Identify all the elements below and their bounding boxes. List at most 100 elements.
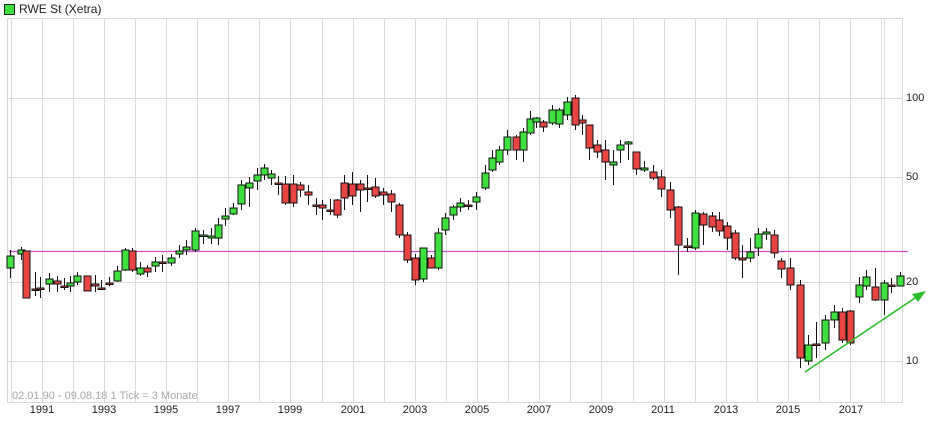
candle-body — [214, 224, 223, 239]
x-tick-label: 1995 — [153, 404, 179, 416]
candle-body — [113, 270, 122, 282]
candle-body — [207, 235, 216, 239]
candle-body — [715, 219, 724, 232]
candle-body — [363, 187, 372, 190]
candle-body — [532, 117, 541, 123]
candle-body — [73, 275, 82, 283]
candle-body — [143, 267, 152, 273]
candle-body — [83, 275, 92, 292]
candle-body — [274, 182, 283, 185]
candle-body — [708, 215, 717, 228]
candle-body — [387, 193, 396, 203]
candle-body — [738, 257, 747, 261]
candle-body — [821, 319, 830, 344]
candle-body — [649, 171, 658, 179]
candle-body — [571, 97, 580, 126]
candle-body — [624, 141, 633, 145]
trend-arrow-icon — [912, 291, 926, 302]
candle-body — [53, 280, 62, 285]
candle-body — [786, 267, 795, 286]
candle-body — [427, 257, 436, 269]
candle-body — [666, 189, 675, 211]
candle-body — [555, 109, 564, 125]
candle-body — [333, 199, 342, 216]
candle-body — [519, 131, 528, 151]
candle-body — [296, 184, 305, 191]
y-tick-label: 100 — [906, 92, 925, 104]
candle-body — [167, 257, 176, 264]
chart-frame — [7, 18, 903, 403]
y-tick-label: 10 — [906, 355, 919, 367]
candle-body — [128, 250, 137, 271]
x-tick-label: 2007 — [526, 404, 552, 416]
candle-body — [121, 249, 130, 271]
candle-body — [838, 311, 847, 341]
candle-body — [846, 310, 855, 344]
candle-body — [66, 282, 75, 287]
candle-body — [136, 267, 145, 275]
candle-body — [640, 167, 649, 171]
x-tick-label: 2009 — [588, 404, 614, 416]
candle-body — [762, 231, 771, 235]
candle-body — [495, 149, 504, 163]
date-range-label: 02.01.90 - 09.08.18 1 Tick = 3 Monate — [12, 390, 198, 402]
candle-body — [267, 173, 276, 179]
candle-body — [601, 149, 610, 163]
legend-swatch-icon — [4, 3, 15, 15]
candle-body — [395, 204, 404, 236]
candle-body — [563, 101, 572, 116]
candle-body — [229, 207, 238, 215]
candle-body — [379, 191, 388, 196]
candle-body — [281, 183, 290, 204]
candle-body — [419, 247, 428, 280]
candle-body — [871, 286, 880, 301]
candle-body — [6, 255, 15, 269]
candle-body — [260, 167, 269, 176]
x-tick-label: 2005 — [464, 404, 490, 416]
candle-body — [616, 144, 625, 151]
x-tick-label: 1997 — [215, 404, 241, 416]
candle-body — [245, 182, 254, 189]
candle-body — [348, 183, 357, 197]
candle-body — [862, 276, 871, 287]
candle-body — [691, 212, 700, 249]
candle-body — [754, 233, 763, 249]
candle-body — [674, 206, 683, 246]
candle-body — [191, 230, 200, 251]
candle-body — [456, 202, 465, 208]
candle-body — [441, 217, 450, 231]
candle-body — [896, 275, 905, 287]
candle-body — [804, 344, 813, 362]
candle-body — [488, 157, 497, 171]
y-tick-label: 50 — [906, 171, 919, 183]
candle-body — [723, 225, 732, 239]
x-tick-label: 2003 — [402, 404, 428, 416]
candle-body — [812, 343, 821, 346]
candle-body — [796, 284, 805, 359]
candle-body — [182, 246, 191, 251]
x-tick-label: 1991 — [29, 404, 55, 416]
legend-title: RWE St (Xetra) — [19, 2, 102, 16]
candle-body — [304, 191, 313, 196]
candle-body — [22, 250, 31, 299]
candle-body — [512, 136, 521, 151]
candle-body — [449, 206, 458, 216]
candle-body — [434, 232, 443, 269]
candle-body — [503, 136, 512, 151]
chart-legend: RWE St (Xetra) — [4, 2, 101, 16]
candle-body — [403, 234, 412, 261]
candle-body — [340, 182, 349, 199]
candle-body — [746, 251, 755, 259]
candle-body — [464, 204, 473, 207]
candle-body — [830, 311, 839, 321]
candle-body — [777, 260, 786, 270]
x-tick-label: 2011 — [651, 404, 675, 416]
candle-body — [253, 174, 262, 182]
candle-body — [578, 119, 587, 124]
x-tick-label: 2013 — [713, 404, 739, 416]
candle-body — [105, 282, 114, 285]
trend-line — [804, 295, 919, 373]
candle-body — [221, 215, 230, 220]
candle-body — [45, 278, 54, 285]
